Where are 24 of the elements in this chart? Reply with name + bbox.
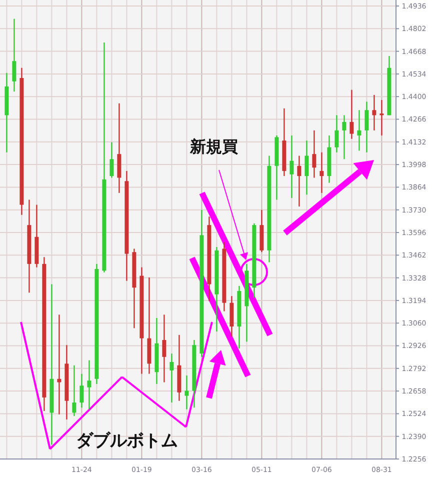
candlestick [342,114,346,160]
candlestick [12,18,16,92]
candlestick [357,110,362,152]
candlestick [57,314,62,415]
candlestick [320,152,324,194]
annotation: 新規買 [189,137,238,156]
candlestick [162,314,166,383]
annotation: ダブルボトム [76,431,178,451]
candlestick [80,373,84,408]
candlestick [290,134,294,199]
candlestick [297,155,302,208]
candlestick [110,142,114,178]
candlestick [350,89,354,140]
candlestick [117,102,122,194]
candlestick [304,140,309,196]
candlestick [184,374,189,410]
candlestick [364,101,369,153]
candlestick [72,364,76,417]
candlestick [372,94,376,132]
candlestick [312,130,316,178]
candlestick [87,360,92,410]
candlestick [170,352,174,404]
candlestick [230,295,234,338]
candlestick [334,114,339,153]
